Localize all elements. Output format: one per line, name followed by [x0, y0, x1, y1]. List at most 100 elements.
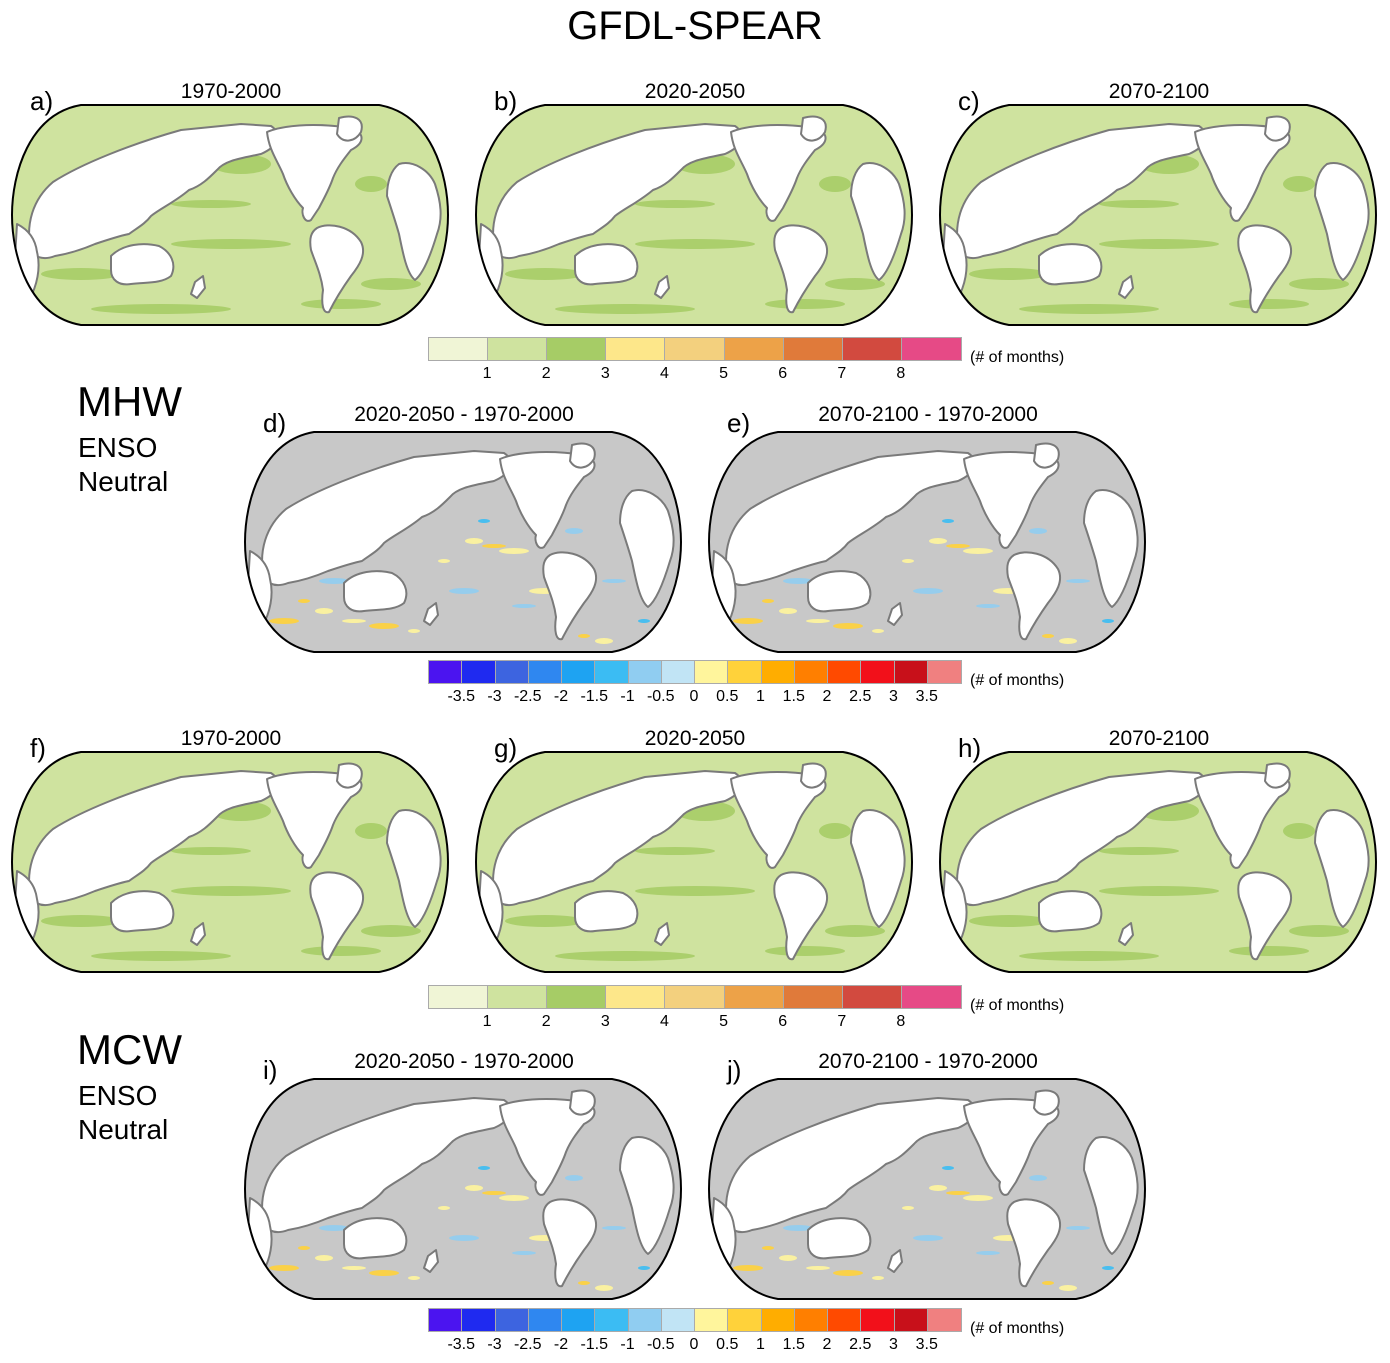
- colorbar-swatch: [628, 1309, 662, 1331]
- colorbar-swatch: [695, 1309, 729, 1331]
- colorbar-swatch: [595, 1309, 629, 1331]
- colorbar-swatch: [528, 661, 562, 683]
- panel-letter-10: j): [727, 1055, 742, 1085]
- colorbar-tick-label: -1: [620, 1336, 635, 1353]
- panel-letter-2: b): [494, 86, 518, 116]
- colorbar-swatch: [547, 986, 607, 1008]
- colorbar-tick-label: -1.5: [580, 1336, 609, 1353]
- panel-title-9: 2020-2050 - 1970-2000: [354, 1050, 574, 1073]
- colorbar-swatch: [429, 986, 489, 1008]
- colorbar-tick-label: 4: [659, 365, 669, 382]
- colorbar-tick-label: 2: [822, 688, 832, 705]
- colorbar-swatch: [761, 1309, 795, 1331]
- colorbar-tick-label: -3: [487, 688, 502, 705]
- colorbar-swatch: [661, 1309, 695, 1331]
- colorbar-tick-label: 3.5: [915, 1336, 938, 1353]
- map-panel-3: [938, 104, 1378, 326]
- panel-title-8: 2070-2100: [1108, 727, 1210, 750]
- section-sub-mcw-1: ENSO: [78, 1080, 158, 1111]
- colorbar-tick-label: 2: [822, 1336, 832, 1353]
- panel-letter-6: f): [30, 733, 46, 763]
- colorbar-swatch: [665, 986, 725, 1008]
- colorbar-swatch: [488, 986, 548, 1008]
- panel-letter-7: g): [494, 733, 518, 763]
- colorbar-swatch: [861, 661, 895, 683]
- colorbar-difference-2: [428, 660, 962, 684]
- colorbar-tick-label: 1.5: [782, 1336, 805, 1353]
- map-panel-8: [938, 751, 1378, 973]
- colorbar-tick-label: 2: [541, 365, 551, 382]
- colorbar-swatch: [429, 338, 489, 360]
- section-label-mcw: MCW: [77, 1026, 182, 1073]
- panel-letter-8: h): [958, 733, 982, 763]
- panel-title-10: 2070-2100 - 1970-2000: [818, 1050, 1038, 1073]
- map-panel-1: [10, 104, 450, 326]
- colorbar-tick-label: 3: [600, 365, 610, 382]
- colorbar-tick-label: -2.5: [513, 688, 542, 705]
- colorbar-swatch: [495, 661, 529, 683]
- map-panel-7: [474, 751, 914, 973]
- colorbar-swatch: [695, 661, 729, 683]
- colorbar-unit-label: (# of months): [970, 349, 1065, 366]
- panel-letter-9: i): [263, 1055, 278, 1085]
- section-sub-mcw-2: Neutral: [78, 1114, 169, 1145]
- map-panel-2: [474, 104, 914, 326]
- panel-title-3: 2070-2100: [1108, 80, 1210, 103]
- panel-letter-5: e): [727, 408, 751, 438]
- map-panel-4: [243, 431, 683, 653]
- colorbar-swatch: [894, 661, 928, 683]
- figure-title: GFDL-SPEAR: [567, 4, 823, 48]
- colorbar-swatch: [828, 661, 862, 683]
- map-panel-10: [707, 1078, 1147, 1300]
- colorbar-swatch: [562, 661, 596, 683]
- colorbar-tick-label: 2.5: [849, 688, 872, 705]
- colorbar-tick-label: 3: [600, 1013, 610, 1030]
- panel-title-4: 2020-2050 - 1970-2000: [354, 403, 574, 426]
- colorbar-swatch: [661, 661, 695, 683]
- colorbar-tick-label: -3: [487, 1336, 502, 1353]
- colorbar-swatch: [901, 986, 961, 1008]
- colorbar-tick-label: -0.5: [646, 688, 675, 705]
- colorbar-tick-label: -3.5: [447, 688, 476, 705]
- colorbar-swatch: [547, 338, 607, 360]
- colorbar-tick-label: 6: [778, 1013, 788, 1030]
- colorbar-absolute-1: [428, 337, 962, 361]
- section-sub-mhw-1: ENSO: [78, 432, 158, 463]
- panel-letter-1: a): [30, 86, 54, 116]
- colorbar-tick-label: 2: [541, 1013, 551, 1030]
- colorbar-swatch: [628, 661, 662, 683]
- colorbar-tick-label: 1: [482, 1013, 492, 1030]
- colorbar-tick-label: 3.5: [915, 688, 938, 705]
- colorbar-swatch: [828, 1309, 862, 1331]
- colorbar-tick-label: 1: [756, 688, 765, 705]
- colorbar-tick-label: 6: [778, 365, 788, 382]
- colorbar-swatch: [606, 986, 666, 1008]
- colorbar-swatch: [861, 1309, 895, 1331]
- colorbar-swatch: [606, 338, 666, 360]
- colorbar-swatch: [901, 338, 961, 360]
- panel-title-2: 2020-2050: [644, 80, 746, 103]
- colorbar-tick-label: 8: [896, 1013, 906, 1030]
- colorbar-swatch: [462, 1309, 496, 1331]
- colorbar-swatch: [728, 1309, 762, 1331]
- panel-title-6: 1970-2000: [180, 727, 282, 750]
- colorbar-tick-label: 1: [482, 365, 492, 382]
- colorbar-swatch: [761, 661, 795, 683]
- colorbar-tick-label: 7: [837, 365, 847, 382]
- panel-letter-4: d): [263, 408, 287, 438]
- colorbar-tick-label: -1: [620, 688, 635, 705]
- colorbar-tick-label: -3.5: [447, 1336, 476, 1353]
- colorbar-swatch: [842, 338, 902, 360]
- colorbar-swatch: [429, 661, 463, 683]
- colorbar-tick-label: -2: [553, 688, 569, 705]
- colorbar-unit-label: (# of months): [970, 997, 1065, 1014]
- colorbar-tick-label: 5: [719, 365, 728, 382]
- colorbar-swatch: [665, 338, 725, 360]
- colorbar-tick-label: 5: [719, 1013, 728, 1030]
- colorbar-tick-label: 2.5: [849, 1336, 872, 1353]
- colorbar-swatch: [794, 1309, 828, 1331]
- colorbar-swatch: [927, 1309, 961, 1331]
- colorbar-unit-label: (# of months): [970, 1320, 1065, 1337]
- colorbar-swatch: [894, 1309, 928, 1331]
- colorbar-tick-label: 3: [889, 1336, 898, 1353]
